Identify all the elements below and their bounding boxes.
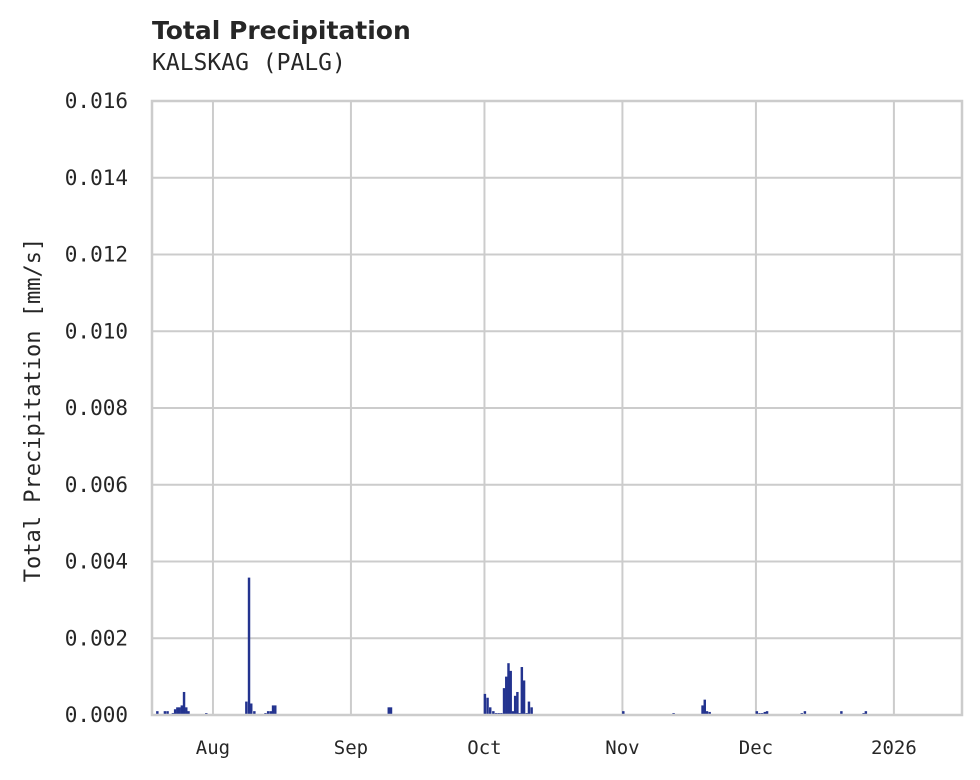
precip-bar — [502, 688, 506, 715]
y-tick-label: 0.012 — [65, 243, 128, 267]
x-tick-label: 2026 — [871, 737, 917, 759]
y-tick-label: 0.006 — [65, 473, 128, 497]
precip-bar — [156, 711, 159, 715]
precip-bar — [522, 680, 526, 715]
y-axis-label: Total Precipitation [mm/s] — [21, 238, 46, 582]
precip-bar — [622, 711, 625, 715]
precip-bar — [250, 703, 253, 715]
precip-bar — [483, 693, 487, 715]
precipitation-bars — [156, 577, 868, 715]
x-tick-label: Nov — [605, 737, 639, 759]
precip-bar — [803, 711, 807, 715]
precip-bar — [763, 711, 767, 715]
precip-bar — [269, 711, 273, 715]
precip-bar — [505, 676, 508, 715]
precip-bar — [703, 699, 706, 715]
y-tick-label: 0.000 — [65, 703, 128, 727]
plot-frame — [150, 99, 964, 717]
x-tick-label: Aug — [196, 737, 230, 759]
precip-bar — [180, 705, 184, 715]
precip-bar — [187, 711, 190, 715]
precip-bar — [245, 701, 248, 715]
chart-subtitle: KALSKAG (PALG) — [152, 50, 346, 76]
precip-bar — [527, 701, 531, 715]
precip-bar — [253, 711, 256, 715]
x-tick-label: Dec — [739, 737, 773, 759]
precip-bar — [247, 577, 251, 715]
x-tick-label: Sep — [334, 737, 368, 759]
precip-bar — [185, 707, 188, 715]
precip-bar — [840, 711, 843, 715]
y-tick-label: 0.016 — [65, 89, 128, 113]
precip-bar — [516, 691, 519, 715]
precip-bar — [701, 705, 704, 715]
precip-bar — [507, 663, 510, 715]
precip-bar — [705, 711, 709, 715]
precip-bar — [173, 709, 177, 715]
precip-bar — [166, 711, 169, 715]
precip-bar — [492, 711, 495, 715]
precip-bar — [178, 707, 181, 715]
precip-bar — [489, 707, 492, 715]
precip-bar — [389, 707, 393, 715]
precip-bar — [266, 711, 270, 715]
precip-bar — [864, 711, 868, 715]
precip-bar — [509, 670, 512, 715]
precip-bar — [182, 691, 186, 715]
precip-bar — [765, 711, 769, 715]
precip-bar — [163, 711, 167, 715]
precip-bar — [271, 705, 275, 715]
y-tick-label: 0.014 — [65, 166, 128, 190]
precip-bar — [511, 711, 515, 715]
precip-bar — [530, 707, 533, 715]
precip-bar — [387, 707, 390, 715]
x-axis-ticks: Aug Sep Oct Nov Dec 2026 — [196, 737, 917, 759]
precip-bar — [486, 697, 489, 715]
y-tick-label: 0.004 — [65, 550, 128, 574]
precip-bar — [176, 707, 179, 715]
x-tick-label: Oct — [467, 737, 501, 759]
precip-bar — [708, 711, 711, 715]
grid-lines — [152, 100, 962, 716]
precip-bar — [274, 705, 277, 715]
precip-bar — [513, 695, 517, 715]
y-tick-label: 0.002 — [65, 626, 128, 650]
precip-bar — [755, 711, 759, 715]
y-tick-label: 0.010 — [65, 319, 128, 343]
precip-bar — [520, 667, 524, 715]
y-tick-label: 0.008 — [65, 396, 128, 420]
y-axis-ticks: 0.000 0.002 0.004 0.006 0.008 0.010 0.012 0.014… — [65, 89, 128, 727]
chart-title: Total Precipitation — [152, 16, 411, 45]
